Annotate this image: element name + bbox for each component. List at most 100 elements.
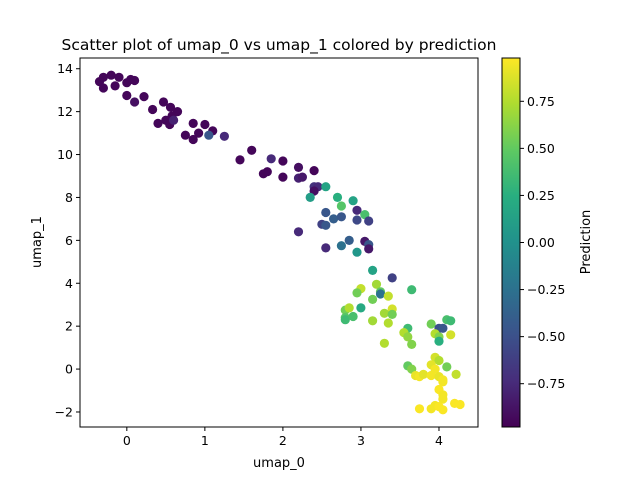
scatter-point — [426, 404, 436, 414]
scatter-point — [309, 166, 319, 176]
scatter-point — [383, 291, 393, 301]
scatter-point — [165, 102, 176, 112]
colorbar-tick-label: 0.25 — [527, 188, 555, 203]
scatter-point — [219, 131, 229, 141]
scatter-point — [98, 72, 108, 82]
scatter-point — [98, 83, 108, 93]
colorbar-gradient — [502, 58, 520, 427]
scatter-point — [446, 316, 456, 326]
scatter-point — [235, 155, 245, 165]
scatter-point — [455, 399, 465, 410]
scatter-point — [403, 332, 413, 342]
colorbar-tick-label: 0.75 — [527, 94, 555, 109]
points-layer — [94, 70, 465, 415]
colorbar-tick-label: −0.25 — [527, 282, 565, 297]
colorbar: −0.75 −0.50 −0.25 0.00 0.25 0.50 0.75 Predicti… — [501, 57, 594, 428]
scatter-point — [321, 182, 331, 192]
scatter-point — [297, 172, 307, 182]
scatter-point — [387, 273, 397, 283]
chart-title: Scatter plot of umap_0 vs umap_1 colored… — [62, 36, 497, 55]
y-tick-label: 2 — [65, 319, 73, 334]
scatter-point — [278, 156, 288, 166]
x-tick-label: 1 — [201, 433, 209, 448]
scatter-point — [352, 288, 362, 298]
scatter-point — [442, 362, 452, 372]
scatter-point — [368, 265, 378, 275]
scatter-point — [139, 92, 149, 102]
scatter-point — [383, 318, 393, 328]
scatter-point — [371, 279, 382, 289]
scatter-point — [336, 241, 346, 251]
colorbar-label: Prediction — [579, 210, 594, 275]
scatter-point — [438, 394, 448, 404]
scatter-point — [169, 115, 179, 125]
x-tick-label: 2 — [279, 433, 287, 448]
colorbar-tick-label: −0.50 — [527, 329, 565, 344]
scatter-point — [434, 355, 444, 366]
scatter-point — [293, 227, 304, 237]
scatter-point — [321, 243, 331, 253]
scatter-point — [368, 294, 378, 304]
scatter-point — [130, 97, 140, 107]
x-tick-label: 4 — [435, 433, 443, 448]
scatter-point — [414, 404, 425, 414]
scatter-point — [438, 323, 448, 333]
x-tick-label: 0 — [123, 433, 131, 448]
scatter-point — [352, 215, 362, 225]
scatter-point — [368, 316, 378, 326]
y-axis: −2 0 2 4 6 8 10 12 14 — [55, 61, 80, 419]
y-tick-label: 6 — [65, 233, 73, 248]
colorbar-tick-label: 0.50 — [527, 141, 555, 156]
scatter-point — [434, 336, 444, 346]
scatter-point — [114, 72, 124, 82]
y-tick-label: −2 — [55, 404, 73, 419]
scatter-point — [407, 285, 417, 295]
scatter-point — [364, 244, 374, 254]
scatter-point — [305, 192, 315, 202]
scatter-point — [364, 216, 374, 226]
scatter-point — [407, 339, 417, 349]
colorbar-tick-label: −0.75 — [527, 376, 565, 391]
x-tick-label: 3 — [357, 433, 365, 448]
y-axis-label: umap_1 — [30, 216, 45, 268]
plot-frame — [79, 57, 479, 428]
scatter-point — [188, 118, 198, 128]
scatter-point — [375, 289, 386, 299]
scatter-point — [336, 201, 346, 211]
scatter-point — [266, 154, 276, 164]
scatter-point — [188, 134, 198, 145]
y-tick-label: 8 — [65, 190, 73, 205]
colorbar-ticks: −0.75 −0.50 −0.25 0.00 0.25 0.50 0.75 — [520, 94, 565, 391]
scatter-point — [352, 205, 362, 215]
scatter-point — [426, 319, 436, 329]
scatter-point — [247, 145, 257, 155]
scatter-point — [148, 104, 158, 115]
x-axis-label: umap_0 — [253, 456, 305, 471]
scatter-point — [278, 172, 288, 182]
scatter-point — [438, 405, 448, 415]
scatter-point — [379, 308, 389, 318]
scatter-point — [204, 130, 214, 140]
scatter-point — [451, 369, 461, 379]
scatter-point — [446, 330, 456, 340]
scatter-point — [336, 212, 346, 222]
scatter-point — [130, 75, 140, 86]
colorbar-tick-label: 0.00 — [527, 235, 555, 250]
scatter-point — [180, 130, 190, 140]
scatter-point — [329, 214, 339, 224]
scatter-point — [200, 119, 210, 130]
scatter-point — [153, 118, 163, 128]
y-tick-label: 14 — [57, 61, 73, 76]
scatter-point — [340, 315, 350, 325]
scatter-point — [344, 235, 354, 245]
scatter-point — [293, 162, 304, 172]
scatter-point — [194, 128, 204, 138]
x-axis: 0 1 2 3 4 — [123, 427, 443, 448]
scatter-point — [344, 303, 354, 313]
scatter-point — [158, 97, 169, 107]
scatter-point — [321, 220, 331, 230]
scatter-point — [321, 207, 331, 218]
scatter-point — [418, 369, 428, 379]
y-tick-label: 0 — [65, 362, 73, 377]
